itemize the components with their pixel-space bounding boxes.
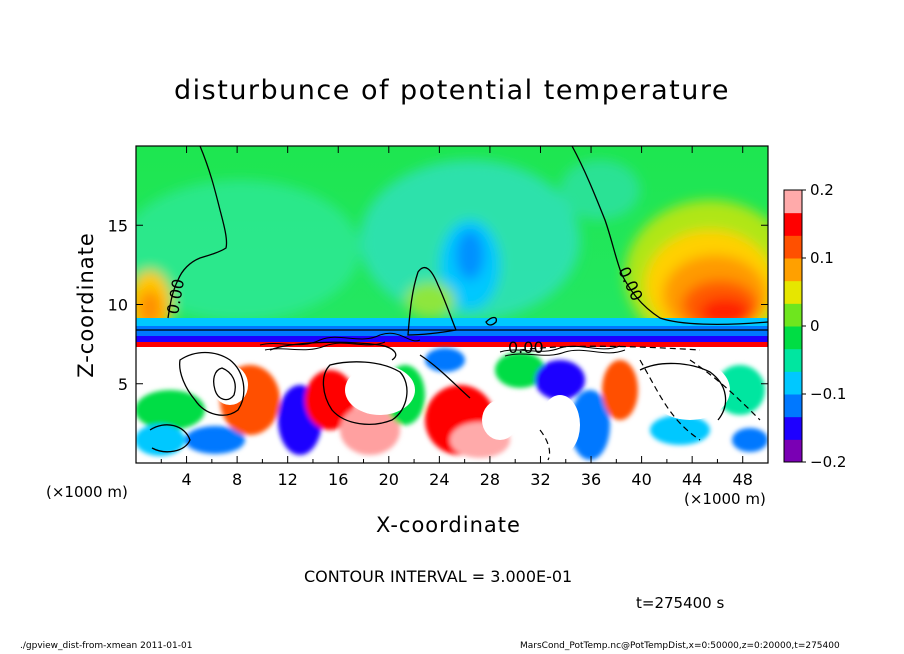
time-label: t=275400 s	[636, 594, 725, 612]
colorbar-swatch	[784, 303, 802, 327]
x-tick-label: 40	[631, 470, 651, 489]
y-tick-label: 5	[118, 375, 128, 394]
colorbar: 0.2 0.1 0 −0.1 −0.2	[783, 181, 846, 471]
x-tick-label: 44	[682, 470, 702, 489]
colorbar-tick-label: 0	[810, 317, 820, 335]
colorbar-swatch	[784, 258, 802, 282]
colorbar-swatch	[784, 371, 802, 395]
colorbar-tick-label: 0.1	[810, 249, 834, 267]
colorbar-swatch	[784, 348, 802, 372]
y-axis-label: Z-coordinate	[74, 232, 98, 378]
x-tick-label: 4	[181, 470, 191, 489]
x-tick-label: 16	[328, 470, 348, 489]
y-tick-label: 10	[108, 296, 128, 315]
colorbar-swatch	[784, 439, 802, 463]
colorbar-tick-label: −0.1	[810, 385, 846, 403]
x-tick-label: 8	[232, 470, 242, 489]
heatmap-field: 0.00 0.00 0.00	[136, 146, 768, 463]
colorbar-swatch	[784, 190, 802, 214]
footer-right: MarsCond_PotTemp.nc@PotTempDist,x=0:5000…	[520, 641, 840, 651]
chart-title: disturbunce of potential temperature	[174, 75, 730, 106]
y-tick-label: 15	[108, 216, 128, 235]
colorbar-swatch	[784, 235, 802, 259]
x-axis: 4 8 12 16 20 24 28 32 36 40 44 48	[160, 146, 769, 489]
contour-interval-label: CONTOUR INTERVAL = 3.000E-01	[304, 567, 573, 586]
x-tick-label: 28	[480, 470, 500, 489]
colorbar-swatch	[784, 416, 802, 440]
colorbar-tick-label: 0.2	[810, 181, 834, 199]
x-tick-label: 48	[733, 470, 753, 489]
contour-label: 0.00	[508, 338, 544, 357]
colorbar-swatch	[784, 280, 802, 304]
colorbar-tick-label: −0.2	[810, 453, 846, 471]
colorbar-swatch	[784, 212, 802, 236]
x-tick-label: 20	[379, 470, 399, 489]
y-axis: 5 10 15	[108, 216, 768, 394]
x-tick-label: 36	[581, 470, 601, 489]
x-unit-label-left: (×1000 m)	[46, 483, 128, 501]
x-axis-label: X-coordinate	[376, 513, 521, 537]
x-tick-label: 12	[278, 470, 298, 489]
colorbar-swatch	[784, 326, 802, 350]
footer-left: ./gpview_dist-from-xmean 2011-01-01	[20, 641, 193, 651]
x-tick-label: 32	[530, 470, 550, 489]
dense-contours	[259, 332, 626, 357]
contour-lines	[136, 146, 768, 453]
x-tick-label: 24	[429, 470, 449, 489]
x-unit-label-right: (×1000 m)	[684, 490, 766, 508]
colorbar-swatch	[784, 394, 802, 418]
negative-contour-lines	[519, 345, 761, 461]
